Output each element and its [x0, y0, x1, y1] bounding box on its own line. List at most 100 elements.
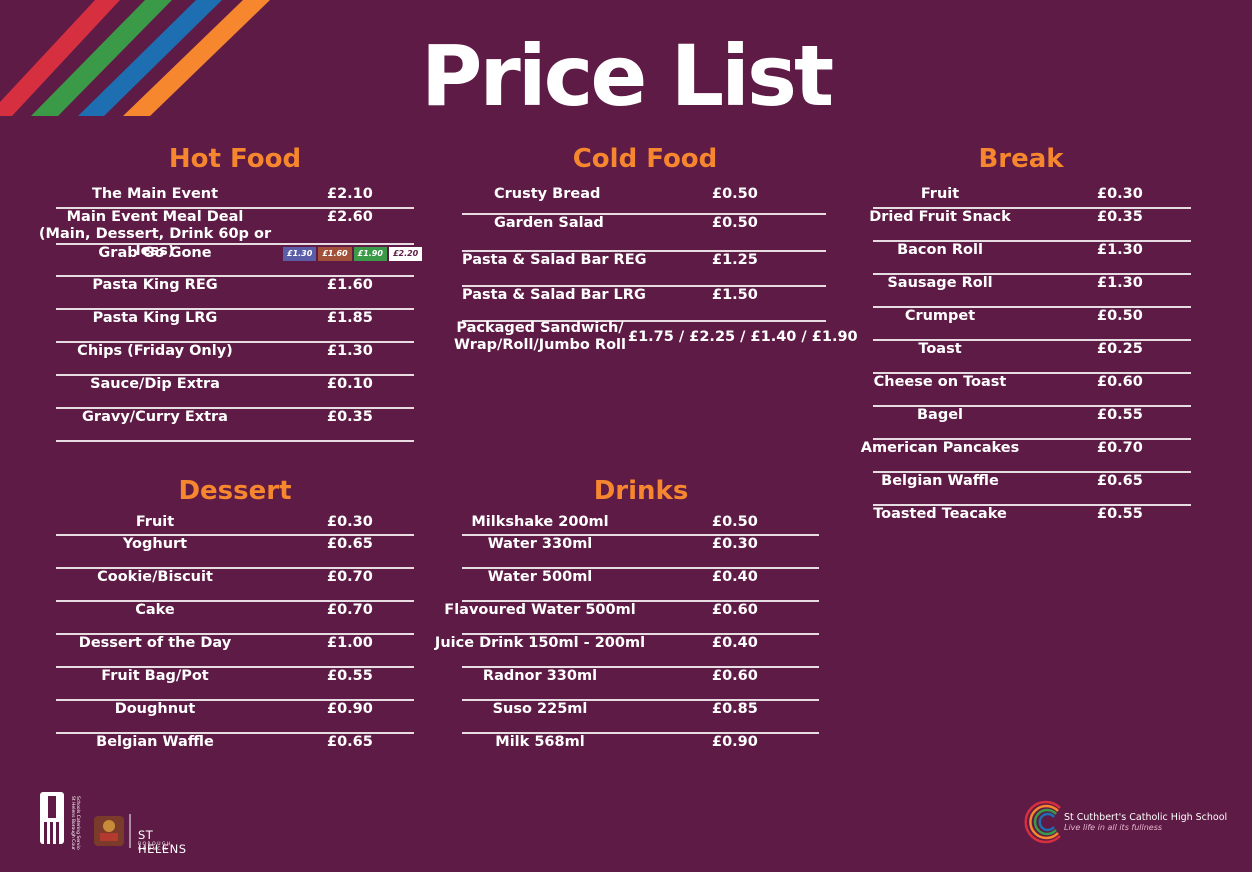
item-name-detail: (Main, Dessert, Drink 60p or less)	[38, 226, 272, 259]
item-name: Belgian Waffle	[881, 473, 999, 489]
item-price: £1.30	[1097, 242, 1143, 258]
item-name: Pasta King LRG	[92, 310, 218, 326]
item-price: £0.40	[712, 569, 758, 585]
item-name: Juice Drink 150ml - 200ml	[434, 635, 646, 651]
menu-item-row: Toasted Teacake £0.55	[0, 506, 1252, 539]
item-name: Fruit Bag/Pot	[101, 668, 209, 684]
menu-item-row: Sauce/Dip Extra £0.10	[0, 376, 1252, 409]
section-title-hot-food: Hot Food	[168, 144, 302, 174]
item-price: £0.35	[327, 409, 373, 425]
item-name: American Pancakes	[860, 440, 1020, 456]
council-name: ST HELENS	[138, 828, 187, 856]
item-name: Cookie/Biscuit	[97, 569, 213, 585]
row-divider	[56, 374, 414, 376]
row-divider	[462, 285, 826, 287]
item-price: £0.30	[1097, 186, 1143, 202]
row-divider	[873, 339, 1191, 341]
menu-item-row: Dessert of the Day £1.00	[0, 635, 1252, 668]
menu-item-row: Milkshake 200ml £0.50	[0, 514, 1252, 536]
row-divider	[873, 273, 1191, 275]
item-price: £1.85	[327, 310, 373, 326]
row-divider	[56, 567, 414, 569]
item-name: Suso 225ml	[492, 701, 588, 717]
menu-item-row: Belgian Waffle £0.65	[0, 473, 1252, 506]
row-divider	[462, 213, 826, 215]
row-divider	[56, 440, 414, 442]
menu-item-row: The Main Event £2.10	[0, 186, 1252, 209]
row-divider	[56, 666, 414, 668]
section-title-drinks: Drinks	[593, 476, 689, 506]
item-name: Crusty Bread	[494, 186, 601, 202]
menu-item-row: Juice Drink 150ml - 200ml £0.40	[0, 635, 1252, 668]
page-title: Price List	[420, 27, 834, 125]
menu-item-row: Pasta & Salad Bar LRG £1.50	[0, 287, 1252, 322]
menu-item-row: Chips (Friday Only) £1.30	[0, 343, 1252, 376]
school-name: St Cuthbert's Catholic High School	[1064, 812, 1228, 823]
menu-item-row: Fruit £0.30	[0, 186, 1252, 209]
row-divider	[56, 633, 414, 635]
row-divider	[462, 633, 819, 635]
item-price: £0.70	[327, 569, 373, 585]
menu-item-row: Grab Go Gone £1.30 £1.60 £1.90 £2.20	[0, 245, 1252, 277]
item-name: Bacon Roll	[897, 242, 983, 258]
item-price: £0.70	[1097, 440, 1143, 456]
item-price: £0.50	[1097, 308, 1143, 324]
row-divider	[873, 471, 1191, 473]
menu-item-row: Toast £0.25	[0, 341, 1252, 374]
item-price: £0.85	[712, 701, 758, 717]
item-name: Fruit	[920, 186, 960, 202]
row-divider	[873, 405, 1191, 407]
item-price: £0.10	[327, 376, 373, 392]
row-divider	[462, 567, 819, 569]
item-name: Toasted Teacake	[873, 506, 1007, 522]
item-price: £0.70	[327, 602, 373, 618]
menu-item-row: Pasta & Salad Bar REG £1.25	[0, 252, 1252, 287]
menu-item-row: Suso 225ml £0.85	[0, 701, 1252, 734]
item-price: £1.50	[712, 287, 758, 303]
item-price: £0.60	[712, 602, 758, 618]
item-price: £0.35	[1097, 209, 1143, 225]
item-price: £0.55	[327, 668, 373, 684]
item-name: Sauce/Dip Extra	[90, 376, 220, 392]
section-title-dessert: Dessert	[178, 476, 292, 506]
item-name: Sausage Roll	[887, 275, 993, 291]
item-price: £0.65	[1097, 473, 1143, 489]
item-name: Cake	[135, 602, 175, 618]
item-name: Fruit	[135, 514, 175, 530]
item-name-detail: Wrap/Roll/Jumbo Roll	[454, 337, 626, 353]
item-name: Milkshake 200ml	[471, 514, 609, 530]
row-divider	[873, 240, 1191, 242]
row-divider	[873, 438, 1191, 440]
price-chip: £1.90	[353, 247, 387, 261]
menu-item-row: Flavoured Water 500ml £0.60	[0, 602, 1252, 635]
item-price: £2.10	[327, 186, 373, 202]
row-divider	[462, 600, 819, 602]
item-price: £0.25	[1097, 341, 1143, 357]
item-price: £0.65	[327, 536, 373, 552]
row-divider	[462, 250, 826, 252]
item-price: £1.75 / £2.25 / £1.40 / £1.90	[628, 329, 858, 345]
item-price: £0.65	[327, 734, 373, 750]
item-name: Pasta King REG	[92, 277, 218, 293]
row-divider	[462, 732, 819, 734]
item-name: Water 500ml	[487, 569, 593, 585]
menu-item-row: Main Event Meal Deal (Main, Dessert, Drin…	[0, 209, 1252, 259]
row-divider	[873, 306, 1191, 308]
grab-go-gone-prices: £1.30 £1.60 £1.90 £2.20	[283, 247, 423, 261]
row-divider	[873, 372, 1191, 374]
menu-item-row: Radnor 330ml £0.60	[0, 668, 1252, 701]
item-name: Packaged Sandwich/Wrap/Roll/Jumbo Roll	[410, 320, 670, 354]
item-price: £0.55	[1097, 506, 1143, 522]
row-divider	[56, 243, 414, 245]
menu-item-row: Doughnut £0.90	[0, 701, 1252, 734]
item-price: £1.30	[327, 343, 373, 359]
row-divider	[56, 407, 414, 409]
menu-item-row: Cheese on Toast £0.60	[0, 374, 1252, 407]
item-name: Toast	[918, 341, 962, 357]
catering-service-logo: St Helens Borough Council Schools Cateri…	[40, 792, 131, 856]
row-divider	[56, 732, 414, 734]
item-name: Pasta & Salad Bar REG	[462, 252, 647, 268]
item-price: £0.90	[712, 734, 758, 750]
menu-item-row: Belgian Waffle £0.65	[0, 734, 1252, 767]
item-price: £1.00	[327, 635, 373, 651]
